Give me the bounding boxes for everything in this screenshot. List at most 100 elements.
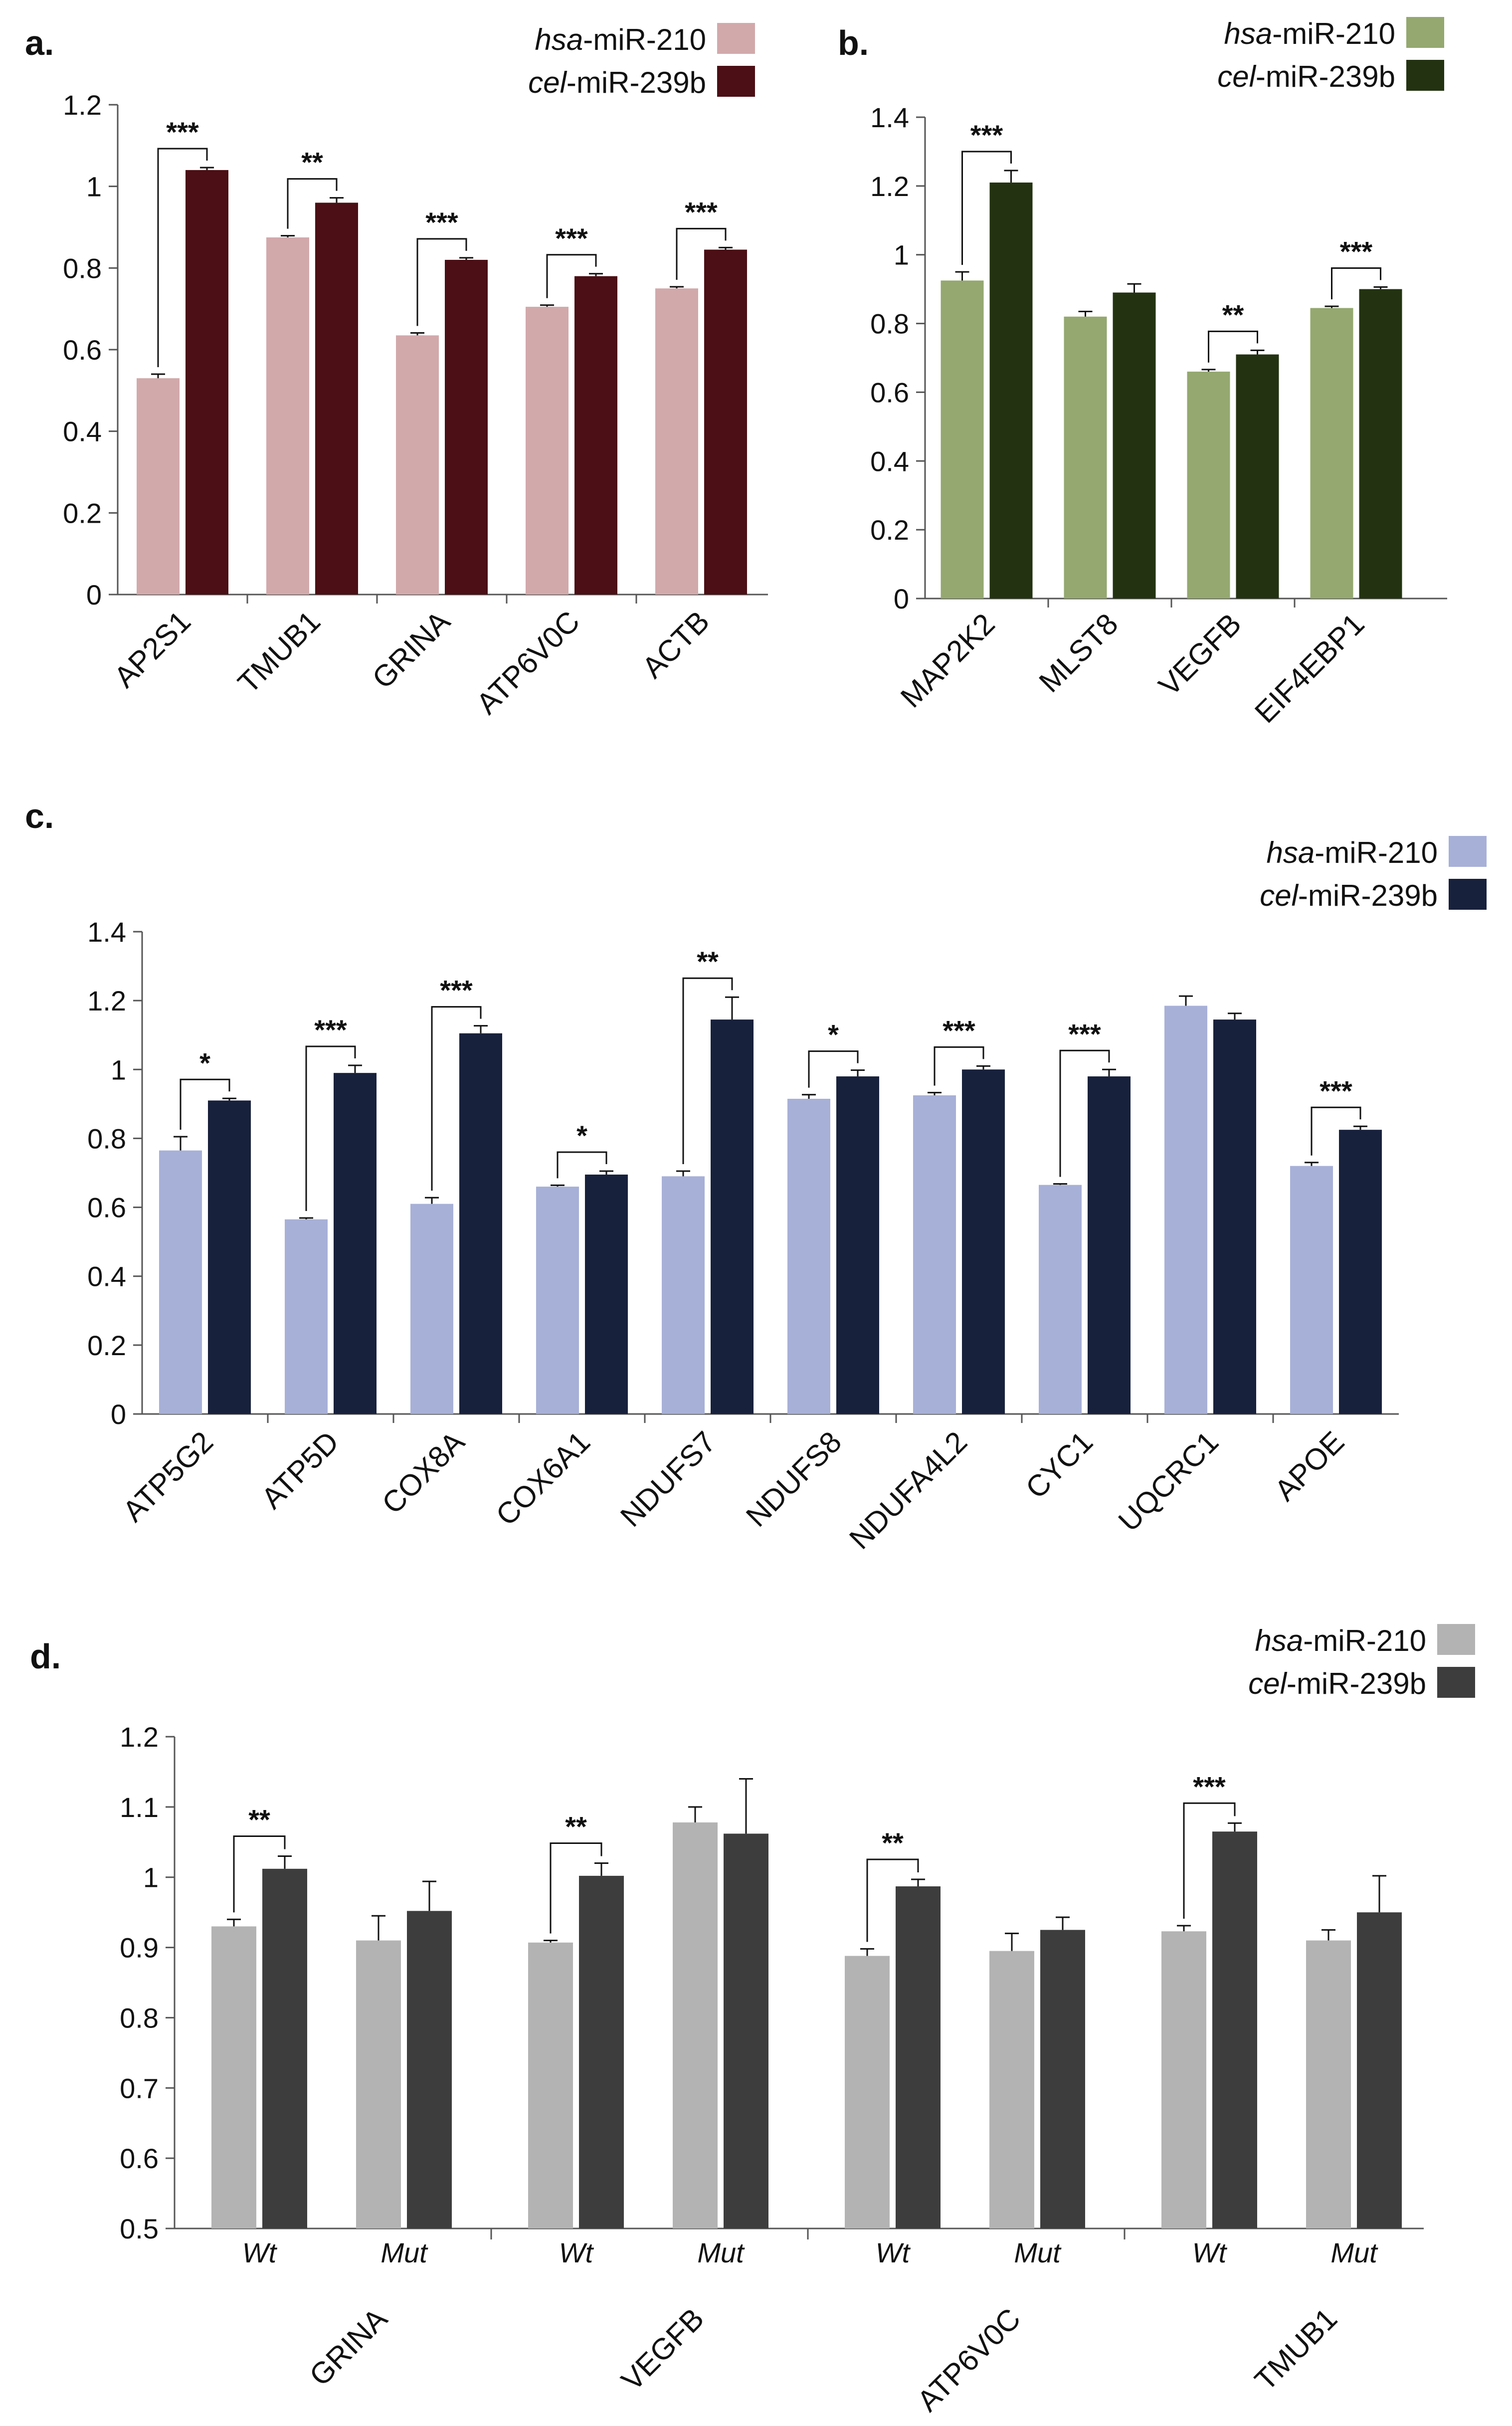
significance-bracket — [1331, 267, 1381, 300]
y-tick-label: 0.8 — [120, 2002, 159, 2033]
bar-cel — [896, 1886, 941, 2228]
x-group-label: VEGFB — [615, 2302, 710, 2397]
bar-cel — [407, 1911, 452, 2228]
legend-label: cel-miR-239b — [528, 66, 706, 99]
bar-cel — [962, 1069, 1005, 1414]
y-tick-label: 0.9 — [120, 1932, 159, 1964]
significance-label: * — [199, 1047, 210, 1078]
legend-swatch — [1437, 1624, 1475, 1655]
bar-hsa — [396, 335, 439, 595]
bar-cel — [1359, 289, 1402, 599]
bar-cel — [574, 276, 617, 595]
bar-cel — [1040, 1930, 1085, 2228]
x-subcategory-label: Wt — [1192, 2237, 1228, 2268]
significance-label: *** — [440, 975, 473, 1006]
bar-hsa — [989, 1951, 1034, 2228]
significance-bracket — [550, 1842, 602, 1934]
significance-bracket — [546, 254, 597, 298]
bar-hsa — [941, 280, 984, 599]
legend-label: cel-miR-239b — [1217, 60, 1395, 93]
significance-bracket — [934, 1046, 984, 1086]
y-tick-label: 1.1 — [120, 1792, 159, 1823]
legend-swatch — [1437, 1667, 1475, 1698]
legend-label: cel-miR-239b — [1248, 1667, 1426, 1700]
significance-label: * — [828, 1019, 839, 1050]
y-tick-label: 0.6 — [87, 1192, 126, 1223]
significance-bracket — [1059, 1049, 1110, 1177]
bar-hsa — [1310, 308, 1353, 599]
legend-swatch — [1449, 879, 1487, 910]
significance-bracket — [1311, 1106, 1361, 1156]
y-tick-label: 0 — [111, 1399, 126, 1430]
bar-cel — [704, 249, 747, 595]
x-subcategory-label: Mut — [1330, 2237, 1378, 2268]
bar-hsa — [536, 1187, 579, 1414]
bar-hsa — [662, 1176, 705, 1414]
bar-hsa — [1164, 1006, 1207, 1414]
x-tick-label: EIF4EBP1 — [1248, 607, 1370, 729]
significance-label: ** — [248, 1804, 270, 1835]
bar-hsa — [526, 307, 568, 595]
bar-cel — [186, 170, 228, 595]
bar-hsa — [845, 1956, 890, 2228]
significance-label: *** — [1320, 1075, 1352, 1106]
x-group-label: TMUB1 — [1248, 2302, 1343, 2397]
y-tick-label: 1.2 — [63, 89, 102, 121]
x-tick-label: ATP5D — [255, 1425, 345, 1515]
y-tick-label: 0.6 — [120, 2143, 159, 2174]
bar-cel — [1236, 354, 1279, 599]
x-subcategory-label: Mut — [380, 2237, 428, 2268]
bar-hsa — [1306, 1940, 1351, 2228]
bar-hsa — [1161, 1931, 1206, 2228]
y-tick-label: 1.2 — [120, 1721, 159, 1753]
legend-swatch — [1406, 17, 1444, 48]
significance-bracket — [305, 1045, 356, 1211]
y-tick-label: 1 — [143, 1862, 159, 1893]
bar-hsa — [528, 1942, 573, 2228]
legend-label: hsa-miR-210 — [1255, 1624, 1426, 1657]
significance-bracket — [961, 151, 1012, 265]
legend-label: hsa-miR-210 — [1267, 836, 1438, 869]
bar-cel — [315, 202, 358, 595]
significance-label: *** — [166, 116, 199, 148]
x-subcategory-label: Mut — [697, 2237, 745, 2268]
bar-hsa — [1187, 372, 1230, 599]
bar-hsa — [1064, 316, 1107, 599]
y-tick-label: 0.2 — [63, 497, 102, 529]
bar-hsa — [211, 1926, 256, 2228]
x-tick-label: COX8A — [376, 1425, 471, 1520]
significance-bracket — [1183, 1802, 1236, 1919]
significance-label: *** — [314, 1014, 347, 1045]
bar-cel — [445, 259, 488, 595]
bar-cel — [262, 1868, 307, 2228]
y-tick-label: 0.8 — [63, 252, 102, 284]
y-tick-label: 1.2 — [87, 985, 126, 1016]
significance-label: ** — [882, 1827, 904, 1858]
significance-bracket — [233, 1835, 286, 1913]
bar-hsa — [410, 1204, 453, 1414]
x-subcategory-label: Wt — [559, 2237, 594, 2268]
x-tick-label: GRINA — [366, 605, 456, 695]
legend-swatch — [1406, 60, 1444, 91]
y-tick-label: 0 — [894, 583, 909, 614]
bar-cel — [579, 1875, 624, 2228]
x-tick-label: NDUFA4L2 — [843, 1425, 973, 1556]
significance-label: *** — [555, 222, 588, 254]
bar-hsa — [266, 237, 309, 595]
x-tick-label: NDUFS7 — [614, 1425, 722, 1533]
significance-label: ** — [1222, 299, 1244, 330]
x-tick-label: NDUFS8 — [740, 1425, 848, 1533]
y-tick-label: 0.8 — [87, 1123, 126, 1154]
significance-label: *** — [1068, 1018, 1101, 1049]
bar-cel — [1357, 1912, 1402, 2228]
y-tick-label: 0.4 — [870, 445, 909, 477]
panel-label: a. — [25, 23, 54, 62]
significance-label: *** — [1340, 236, 1373, 267]
significance-bracket — [431, 1006, 482, 1191]
x-tick-label: ATP5G2 — [116, 1425, 219, 1528]
significance-label: *** — [1193, 1771, 1226, 1802]
x-tick-label: ACTB — [636, 605, 716, 685]
x-tick-label: MLST8 — [1033, 607, 1125, 699]
significance-bracket — [287, 178, 338, 229]
significance-label: *** — [943, 1014, 975, 1046]
